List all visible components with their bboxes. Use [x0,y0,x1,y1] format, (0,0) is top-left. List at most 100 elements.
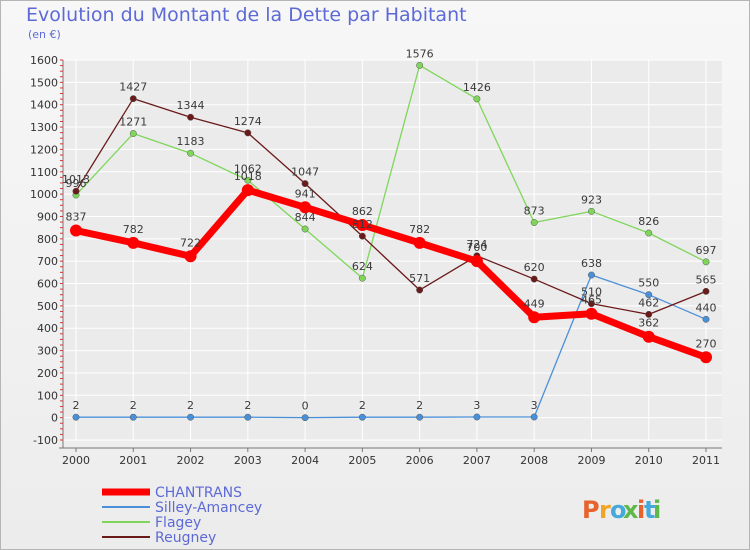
data-point [700,351,712,364]
data-point [356,218,369,231]
legend-label: Reugney [155,530,216,546]
x-tick-label: 2008 [520,454,548,467]
x-tick-label: 2007 [463,454,491,467]
data-point [301,180,309,188]
data-point [129,95,137,103]
series-line-3 [75,98,707,316]
data-point [530,413,538,421]
data-label: 1018 [234,170,262,183]
x-tick-label: 2000 [62,454,90,467]
series-line-2 [75,64,707,279]
data-label: 1271 [119,116,147,129]
data-label: 2 [416,399,423,412]
x-tick-label: 2003 [234,454,262,467]
data-label: 826 [638,215,659,228]
data-point [72,187,80,195]
y-tick-label: 100 [37,389,58,402]
data-point [416,61,424,69]
y-tick-label: 1600 [30,54,58,67]
data-label: 724 [466,238,487,251]
data-label: 1183 [177,135,205,148]
data-label: 782 [409,223,430,236]
data-point [358,274,366,282]
y-tick-label: 400 [37,322,58,335]
data-label: 2 [244,399,251,412]
data-point [127,236,140,249]
data-point [358,413,366,421]
data-label: 1426 [463,81,491,94]
data-label: 449 [524,297,545,310]
brand-letter: t [644,496,655,524]
data-point [70,224,82,237]
data-label: 697 [696,244,717,257]
data-label: 270 [696,337,717,350]
data-point [301,414,309,422]
brand-letter: i [653,496,661,524]
data-point [187,113,194,121]
y-tick-label: 300 [37,345,58,358]
brand-letter: o [610,496,627,524]
data-point [702,258,710,266]
data-point [299,201,312,214]
data-label: 923 [581,193,602,206]
y-tick-label: 600 [37,278,58,291]
data-point [702,287,710,295]
data-label: 624 [352,260,373,273]
data-point [241,184,254,197]
chart-subtitle: (en €) [28,28,61,41]
data-point [244,413,252,421]
data-point [358,232,366,240]
data-point [184,250,197,263]
y-tick-label: 800 [37,233,58,246]
data-label: 1274 [234,115,262,128]
data-point [702,315,710,323]
data-label: 1047 [291,166,319,179]
data-point [645,310,653,318]
data-label: 1013 [62,173,90,186]
grid [63,59,722,441]
data-point [530,275,538,283]
data-label: 1344 [177,99,205,112]
y-tick-label: 1300 [30,121,58,134]
series-lines [70,61,712,422]
data-label: 620 [524,261,545,274]
data-point [413,236,426,249]
data-label: 510 [581,286,602,299]
data-label: 3 [473,399,480,412]
data-label: 571 [409,272,430,285]
data-point [470,255,483,268]
x-tick-label: 2010 [635,454,663,467]
data-point [244,176,252,184]
data-label: 638 [581,257,602,270]
data-label: 2 [130,399,137,412]
data-point [588,271,595,279]
data-label: 862 [352,205,373,218]
data-point [585,307,598,320]
data-point [187,413,194,421]
data-point [588,300,595,308]
chart-title: Evolution du Montant de la Dette par Hab… [26,4,467,26]
data-label: 1576 [406,47,434,60]
data-label: 873 [524,205,545,218]
data-label: 996 [66,177,87,190]
data-point [642,330,655,343]
brand-letter: P [582,496,600,524]
y-tick-label: 200 [37,367,58,380]
y-tick-label: 1000 [30,188,58,201]
brand-letter: r [599,496,611,524]
data-label: 565 [696,273,717,286]
y-tick-label: 0 [51,412,58,425]
data-label: 3 [531,399,538,412]
x-axis: 2000 2001 2002 2003 2004 2005 2006 2007 2008 2009… [59,447,722,467]
data-label: 0 [302,400,309,413]
y-tick-label: 500 [37,300,58,313]
data-label: 941 [295,187,316,200]
y-tick-label: 700 [37,255,58,268]
data-point [416,286,424,294]
data-label: 844 [295,211,316,224]
y-tick-label: -100 [33,434,58,447]
x-tick-label: 2011 [692,454,720,467]
data-point [187,149,194,157]
data-point [72,413,80,421]
y-axis: -100 0 100 200 300 400 500 600 700 800 900 1000 1100… [30,54,64,448]
